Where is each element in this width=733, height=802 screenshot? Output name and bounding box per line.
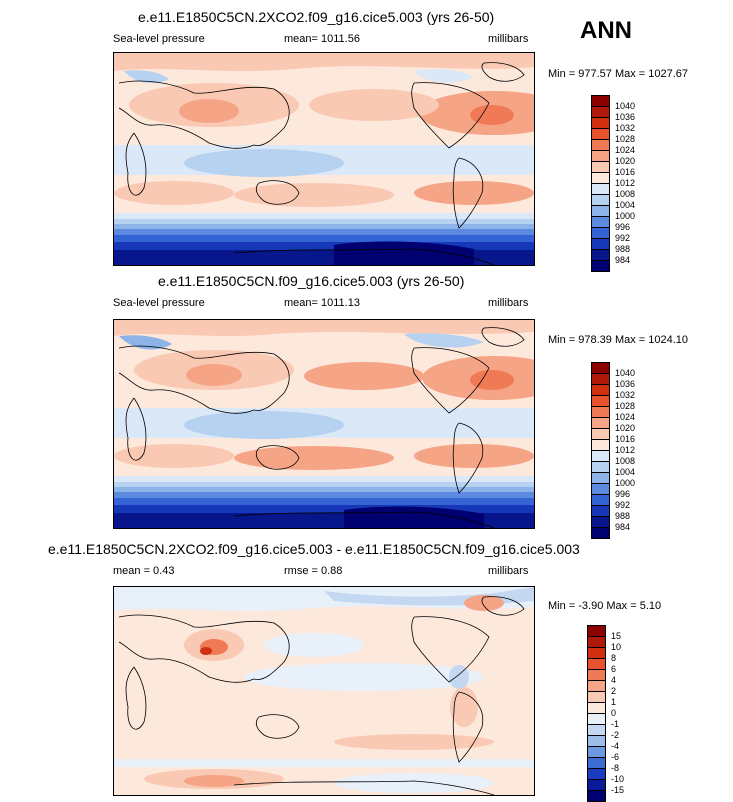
- colorbar-tick-label: 1020: [615, 156, 636, 166]
- colorbar-tick-label: 1004: [615, 467, 636, 477]
- colorbar-tick-label: 992: [615, 500, 631, 510]
- panel-2-mean-label: mean= 1011.13: [284, 297, 360, 309]
- colorbar-tick-label: 1024: [615, 145, 636, 155]
- colorbar-tick-label: -1: [611, 719, 620, 729]
- colorbar-box: [591, 527, 610, 539]
- colorbar-tick-label: 0: [611, 708, 617, 718]
- colorbar-tick-label: 1036: [615, 112, 636, 122]
- colorbar-tick-label: -4: [611, 741, 620, 751]
- colorbar-tick-label: 1012: [615, 178, 636, 188]
- season-label: ANN: [580, 17, 632, 44]
- panel-2-title: e.e11.E1850C5CN.f09_g16.cice5.003 (yrs 2…: [158, 273, 465, 289]
- panel-2-variable-label: Sea-level pressure: [113, 297, 205, 309]
- colorbar-tick-label: -8: [611, 763, 620, 773]
- colorbar-tick-label: 10: [611, 642, 622, 652]
- colorbar-tick-label: 988: [615, 244, 631, 254]
- colorbar-tick-label: 1012: [615, 445, 636, 455]
- colorbar-tick-label: 1040: [615, 368, 636, 378]
- colorbar-tick-label: 6: [611, 664, 617, 674]
- panel-1-map-field: [114, 53, 534, 265]
- colorbar-tick-label: 1016: [615, 167, 636, 177]
- colorbar-tick-label: -10: [611, 774, 625, 784]
- colorbar-tick-label: 1004: [615, 200, 636, 210]
- colorbar-tick-label: 1024: [615, 412, 636, 422]
- colorbar-tick-label: 2: [611, 686, 617, 696]
- colorbar-tick-label: 1000: [615, 478, 636, 488]
- colorbar-tick-label: 1016: [615, 434, 636, 444]
- colorbar-tick-label: 8: [611, 653, 617, 663]
- colorbar-tick-label: 4: [611, 675, 617, 685]
- colorbar-tick-label: 988: [615, 511, 631, 521]
- panel-1-map: [113, 52, 535, 266]
- colorbar-tick-label: 1036: [615, 379, 636, 389]
- colorbar-tick-label: 1008: [615, 456, 636, 466]
- panel-1-title: e.e11.E1850C5CN.2XCO2.f09_g16.cice5.003 …: [138, 9, 495, 25]
- colorbar-tick-label: 15: [611, 631, 622, 641]
- colorbar-tick-label: 996: [615, 489, 631, 499]
- panel-3-minmax: Min = -3.90 Max = 5.10: [548, 600, 662, 612]
- colorbar-tick-label: 984: [615, 255, 631, 265]
- panel-3-units-label: millibars: [488, 565, 529, 577]
- colorbar-tick-label: 1: [611, 697, 617, 707]
- panel-2-units-label: millibars: [488, 297, 529, 309]
- panel-3-map: [113, 586, 535, 796]
- colorbar-tick-label: 996: [615, 222, 631, 232]
- colorbar-tick-label: 1028: [615, 134, 636, 144]
- colorbar-tick-label: 1040: [615, 101, 636, 111]
- colorbar-box: [587, 790, 606, 802]
- panel-2-map: [113, 319, 535, 529]
- panel-2-minmax: Min = 978.39 Max = 1024.10: [548, 334, 689, 346]
- colorbar-tick-label: 1020: [615, 423, 636, 433]
- panel-2-map-field: [114, 320, 534, 528]
- panel-1-minmax: Min = 977.57 Max = 1027.67: [548, 68, 689, 80]
- panel-3-map-field: [114, 587, 534, 795]
- colorbar-tick-label: 1032: [615, 123, 636, 133]
- colorbar-tick-label: 992: [615, 233, 631, 243]
- panel-3-title: e.e11.E1850C5CN.2XCO2.f09_g16.cice5.003 …: [48, 541, 580, 557]
- panel-1-units-label: millibars: [488, 33, 529, 45]
- colorbar-tick-label: 1028: [615, 401, 636, 411]
- colorbar-tick-label: -6: [611, 752, 620, 762]
- colorbar-tick-label: -15: [611, 785, 625, 795]
- panel-1-mean-label: mean= 1011.56: [284, 33, 360, 45]
- panel-3-rmse-label: rmse = 0.88: [284, 565, 343, 577]
- colorbar-tick-label: 1000: [615, 211, 636, 221]
- colorbar-tick-label: -2: [611, 730, 620, 740]
- colorbar-tick-label: 984: [615, 522, 631, 532]
- panel-1-variable-label: Sea-level pressure: [113, 33, 205, 45]
- colorbar-tick-label: 1008: [615, 189, 636, 199]
- colorbar-tick-label: 1032: [615, 390, 636, 400]
- panel-3-mean-label: mean = 0.43: [113, 565, 175, 577]
- colorbar-box: [591, 260, 610, 272]
